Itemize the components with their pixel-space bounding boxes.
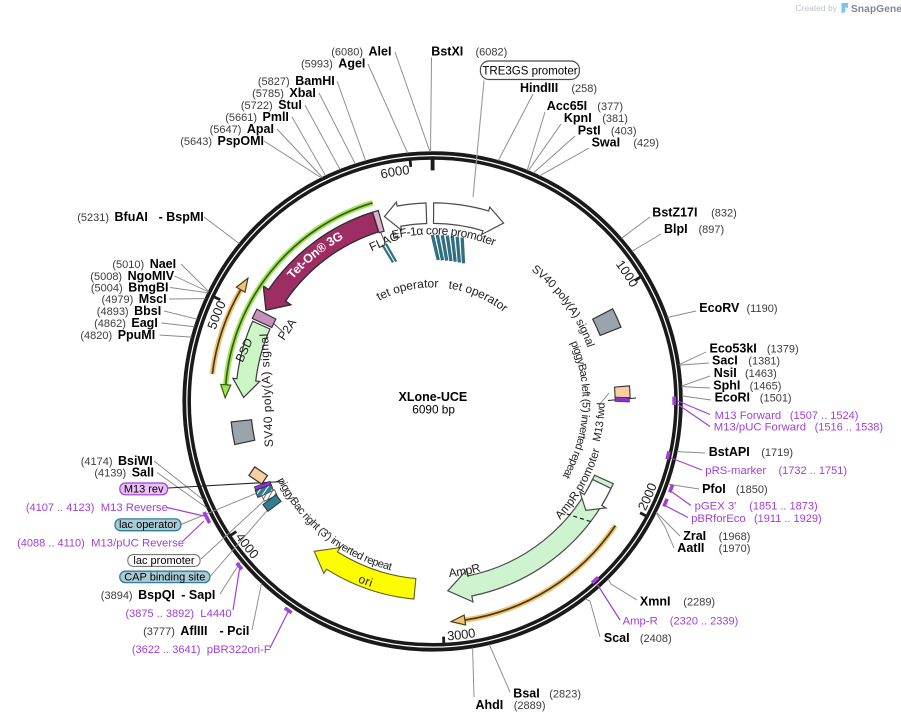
svg-text:L4440: L4440 bbox=[200, 608, 231, 620]
svg-text:(4139): (4139) bbox=[94, 468, 126, 480]
svg-text:Created by: Created by bbox=[795, 3, 837, 13]
svg-text:(1851 .. 1873): (1851 .. 1873) bbox=[749, 501, 818, 513]
svg-text:BlpI: BlpI bbox=[664, 222, 688, 236]
svg-text:(258): (258) bbox=[571, 83, 597, 95]
svg-text:SalI: SalI bbox=[132, 466, 154, 480]
svg-text:BstAPI: BstAPI bbox=[709, 445, 750, 459]
svg-text:EcoRI: EcoRI bbox=[715, 391, 750, 405]
svg-text:SwaI: SwaI bbox=[592, 136, 621, 150]
svg-text:(381): (381) bbox=[602, 113, 628, 125]
svg-text:CAP binding site: CAP binding site bbox=[124, 571, 205, 583]
svg-text:- BspMI: - BspMI bbox=[159, 210, 204, 224]
svg-text:XmnI: XmnI bbox=[640, 595, 671, 609]
svg-text:(4088 .. 4110): (4088 .. 4110) bbox=[17, 538, 85, 550]
svg-text:SnapGene: SnapGene bbox=[851, 4, 901, 15]
svg-text:(1970): (1970) bbox=[719, 543, 751, 555]
svg-text:PspOMI: PspOMI bbox=[218, 134, 265, 148]
svg-text:(4893): (4893) bbox=[97, 306, 129, 318]
svg-text:BstXI: BstXI bbox=[431, 44, 463, 58]
svg-text:(1516 .. 1538): (1516 .. 1538) bbox=[815, 422, 884, 434]
svg-text:M13 Reverse: M13 Reverse bbox=[101, 502, 168, 514]
svg-text:(1463): (1463) bbox=[745, 368, 777, 380]
svg-text:(2889): (2889) bbox=[514, 700, 546, 712]
svg-text:M13 Forward: M13 Forward bbox=[715, 410, 782, 422]
svg-text:(1190): (1190) bbox=[747, 303, 778, 315]
svg-text:- SapI: - SapI bbox=[181, 588, 215, 602]
svg-text:BsaI: BsaI bbox=[513, 687, 539, 701]
svg-text:(1379): (1379) bbox=[767, 344, 799, 356]
svg-text:(1911 .. 1929): (1911 .. 1929) bbox=[754, 513, 822, 525]
svg-text:(2823): (2823) bbox=[549, 689, 581, 701]
svg-text:(6082): (6082) bbox=[476, 46, 508, 58]
svg-text:M13 rev: M13 rev bbox=[124, 483, 164, 495]
svg-text:(2408): (2408) bbox=[640, 633, 672, 645]
svg-text:EcoRV: EcoRV bbox=[699, 301, 740, 315]
svg-text:pBR322ori-F: pBR322ori-F bbox=[207, 644, 271, 656]
svg-text:(1381): (1381) bbox=[748, 356, 780, 368]
svg-text:lac operator: lac operator bbox=[119, 519, 177, 531]
svg-text:(897): (897) bbox=[699, 224, 725, 236]
svg-text:(3622 .. 3641): (3622 .. 3641) bbox=[132, 644, 201, 656]
svg-text:BspQI: BspQI bbox=[138, 588, 175, 602]
svg-text:pGEX 3': pGEX 3' bbox=[695, 501, 737, 513]
svg-text:(377): (377) bbox=[597, 101, 623, 113]
svg-text:(3777): (3777) bbox=[143, 626, 175, 638]
svg-text:lac promoter: lac promoter bbox=[133, 555, 194, 567]
svg-text:(2289): (2289) bbox=[683, 597, 715, 609]
svg-text:BstZ17I: BstZ17I bbox=[652, 206, 697, 220]
svg-text:pBRforEco: pBRforEco bbox=[691, 513, 746, 525]
svg-text:6090 bp: 6090 bp bbox=[412, 402, 455, 416]
svg-text:- PciI: - PciI bbox=[220, 624, 250, 638]
svg-text:TRE3GS promoter: TRE3GS promoter bbox=[482, 66, 577, 78]
svg-text:(1501): (1501) bbox=[760, 393, 792, 405]
svg-text:BfuAI: BfuAI bbox=[115, 210, 148, 224]
svg-text:AleI: AleI bbox=[369, 45, 392, 59]
svg-text:(3875 .. 3892): (3875 .. 3892) bbox=[126, 608, 195, 620]
svg-text:(1968): (1968) bbox=[719, 531, 751, 543]
svg-text:(4107 .. 4123): (4107 .. 4123) bbox=[26, 502, 95, 514]
svg-text:(2320 .. 2339): (2320 .. 2339) bbox=[670, 616, 739, 628]
svg-text:(1732 .. 1751): (1732 .. 1751) bbox=[779, 465, 848, 477]
svg-text:AgeI: AgeI bbox=[338, 57, 365, 71]
svg-text:ScaI: ScaI bbox=[604, 631, 630, 645]
svg-text:HindIII: HindIII bbox=[520, 81, 558, 95]
svg-text:PfoI: PfoI bbox=[702, 482, 726, 496]
svg-text:AatII: AatII bbox=[677, 541, 704, 555]
svg-text:(4174): (4174) bbox=[81, 456, 113, 468]
svg-text:pRS-marker: pRS-marker bbox=[705, 465, 766, 477]
svg-text:(1507 .. 1524): (1507 .. 1524) bbox=[790, 410, 859, 422]
svg-text:(5827): (5827) bbox=[258, 76, 290, 88]
svg-text:AhdI: AhdI bbox=[476, 698, 504, 712]
svg-text:M13/pUC Forward: M13/pUC Forward bbox=[714, 422, 806, 434]
svg-text:(5993): (5993) bbox=[301, 59, 333, 71]
svg-text:(1465): (1465) bbox=[750, 381, 782, 393]
svg-text:PpuMI: PpuMI bbox=[118, 328, 156, 342]
svg-text:(832): (832) bbox=[711, 208, 737, 220]
svg-text:(1850): (1850) bbox=[736, 484, 768, 496]
svg-text:(4820): (4820) bbox=[80, 330, 112, 342]
svg-text:M13/pUC Reverse: M13/pUC Reverse bbox=[91, 538, 184, 550]
svg-text:AflIII: AflIII bbox=[180, 624, 207, 638]
svg-text:(429): (429) bbox=[633, 138, 659, 150]
svg-text:(1719): (1719) bbox=[761, 447, 793, 459]
svg-text:(5643): (5643) bbox=[180, 136, 212, 148]
svg-text:(3894): (3894) bbox=[101, 590, 133, 602]
svg-text:(5231): (5231) bbox=[77, 212, 109, 224]
svg-text:Amp-R: Amp-R bbox=[623, 616, 658, 628]
svg-text:(5008): (5008) bbox=[90, 271, 122, 283]
svg-text:(4979): (4979) bbox=[102, 294, 134, 306]
svg-text:(5004): (5004) bbox=[91, 283, 123, 295]
